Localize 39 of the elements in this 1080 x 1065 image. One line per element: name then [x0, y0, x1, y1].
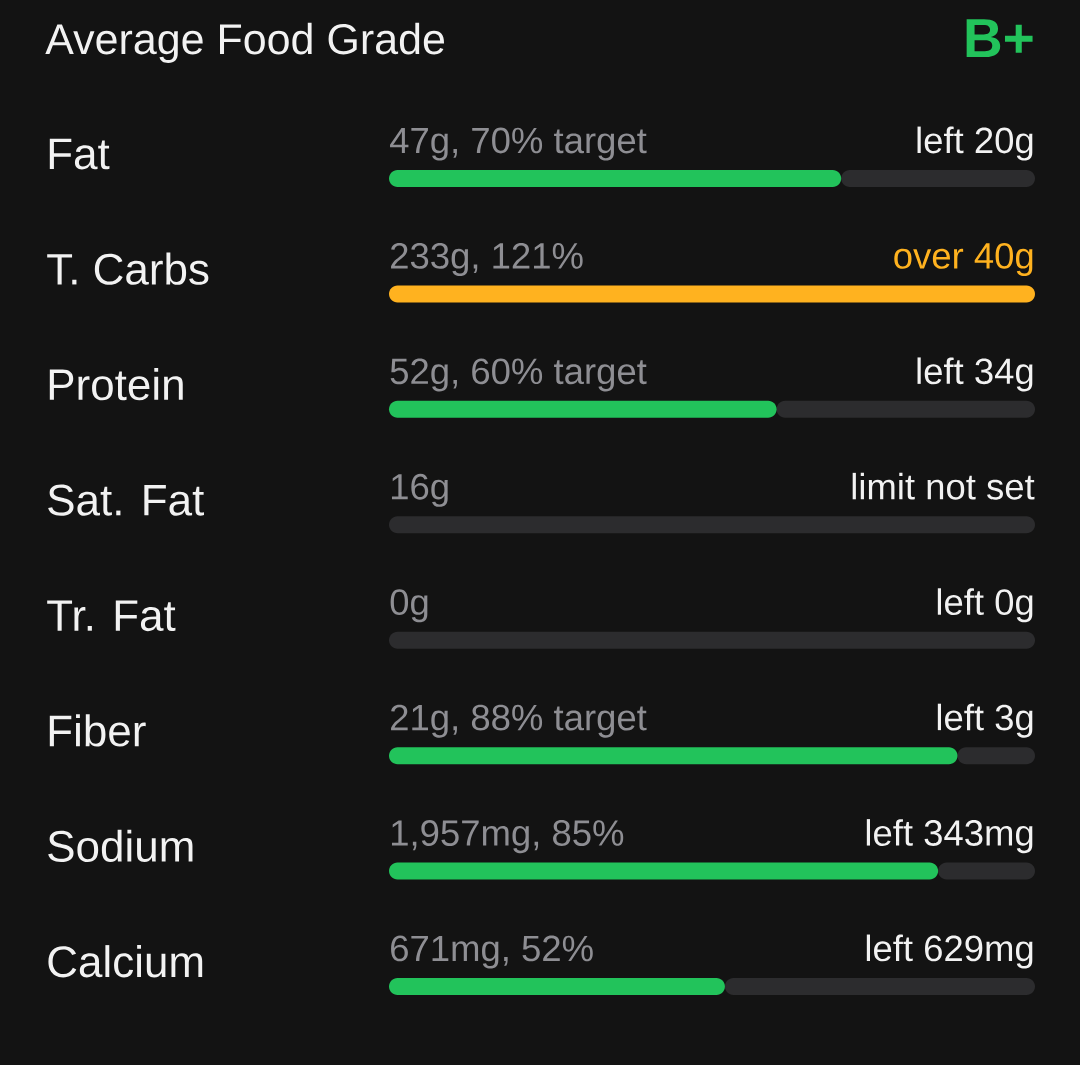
- bar: [389, 170, 842, 188]
- bar: [389, 285, 1035, 303]
- bar: [938, 862, 1035, 880]
- bar: [724, 977, 1035, 995]
- data-label: left 34g: [917, 357, 1033, 392]
- data-label: 671mg, 52%: [391, 935, 593, 969]
- annotation: 16g: [391, 473, 448, 507]
- bar: [389, 977, 725, 995]
- y-tick-label: Sodium: [48, 829, 193, 862]
- bar: [776, 400, 1035, 418]
- data-label: 21g, 88% target: [391, 704, 647, 738]
- data-label: limit not set: [852, 472, 1035, 500]
- bar: [389, 631, 1035, 649]
- bar: [389, 862, 939, 880]
- data-label: left 0g: [937, 588, 1033, 623]
- data-label: left 20g: [917, 126, 1033, 161]
- annotation: 0g: [390, 589, 428, 623]
- chart-title: Average Food Grade: [45, 22, 445, 63]
- data-label: 1,957mg, 85%: [391, 820, 624, 854]
- y-tick-label: Sat. Fat: [48, 484, 205, 516]
- y-tick-label: Fiber: [49, 714, 146, 747]
- data-label: left 343mg: [866, 819, 1033, 854]
- bar: [389, 400, 777, 418]
- bar: [841, 170, 1035, 188]
- annotation: over 40g: [894, 242, 1033, 277]
- y-tick-label: Calcium: [48, 945, 203, 978]
- y-tick-label: Protein: [49, 367, 183, 401]
- y-tick-label: T. Carbs: [47, 252, 209, 285]
- y-tick-label: Tr. Fat: [47, 600, 176, 632]
- data-label: left 3g: [937, 703, 1033, 738]
- bar: [389, 747, 958, 765]
- data-label: left 629mg: [866, 934, 1033, 969]
- y-tick-label: Fat: [49, 138, 110, 170]
- text: B+: [966, 19, 1033, 58]
- data-label: 52g, 60% target: [390, 358, 647, 392]
- annotation: 233g, 121%: [391, 242, 583, 277]
- data-label: 47g, 70% target: [390, 127, 647, 161]
- bar: [957, 747, 1035, 765]
- bar: [389, 516, 1035, 534]
